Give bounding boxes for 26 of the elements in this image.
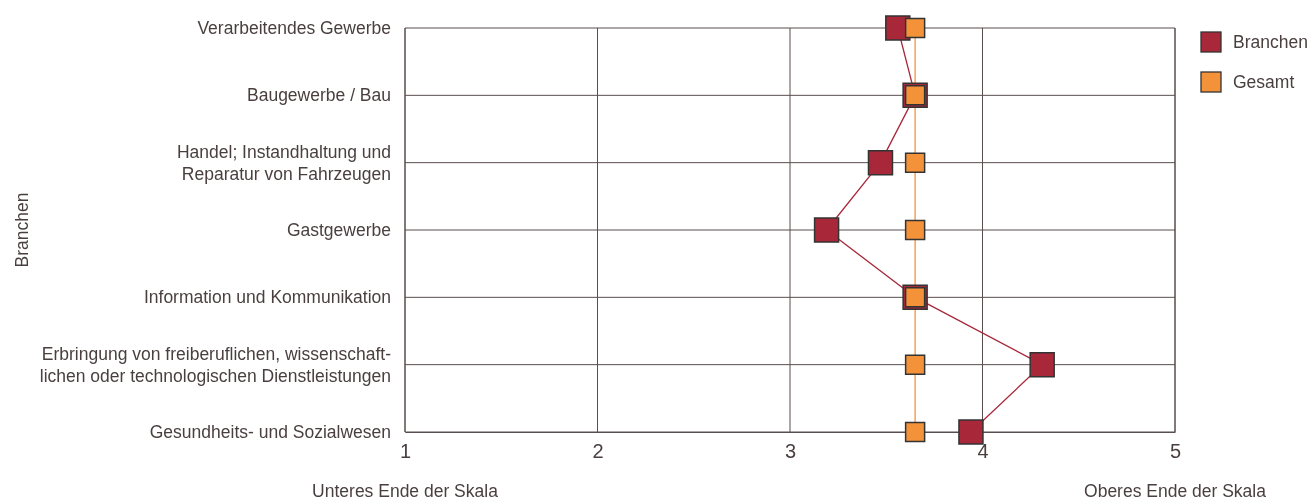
- point: [904, 421, 926, 443]
- x-tick-label: 1: [399, 440, 412, 463]
- point: [867, 149, 894, 176]
- point: [958, 419, 984, 445]
- legend-label: Branchen: [1233, 32, 1308, 52]
- x-tick-label: 2: [592, 440, 604, 463]
- legend-label: Gesamt: [1233, 72, 1295, 92]
- y-tick-label: Information und Kommunikation: [143, 287, 391, 308]
- y-tick-label: Gesundheits- und Sozialwesen: [149, 422, 391, 442]
- x-tick-label: 5: [1169, 440, 1182, 463]
- y-tick-label: Gastgewerbe: [286, 220, 391, 240]
- point: [904, 219, 926, 241]
- point: [904, 354, 926, 375]
- point: [1029, 351, 1055, 378]
- point: [813, 217, 840, 243]
- text: Unteres Ende der Skala: [312, 481, 499, 500]
- text: Oberes Ende der Skala: [1084, 481, 1267, 500]
- y-tick-label: Baugewerbe / Bau: [247, 85, 391, 106]
- y-tick-label: Erbringung von freiberuflichen, wissenschaft- lichen oder technologischen Dienstleistungen: [39, 343, 392, 386]
- point: [904, 152, 926, 173]
- x-tick-label: 4: [977, 440, 989, 463]
- y-tick-label: Handel; Instandhaltung und Reparatur von Fahrzeugen: [176, 141, 391, 184]
- x-tick-label: 3: [784, 440, 797, 463]
- y-tick-label: Verarbeitendes Gewerbe: [197, 18, 391, 38]
- y-axis-title: Branchen: [12, 192, 32, 268]
- point: [904, 17, 926, 39]
